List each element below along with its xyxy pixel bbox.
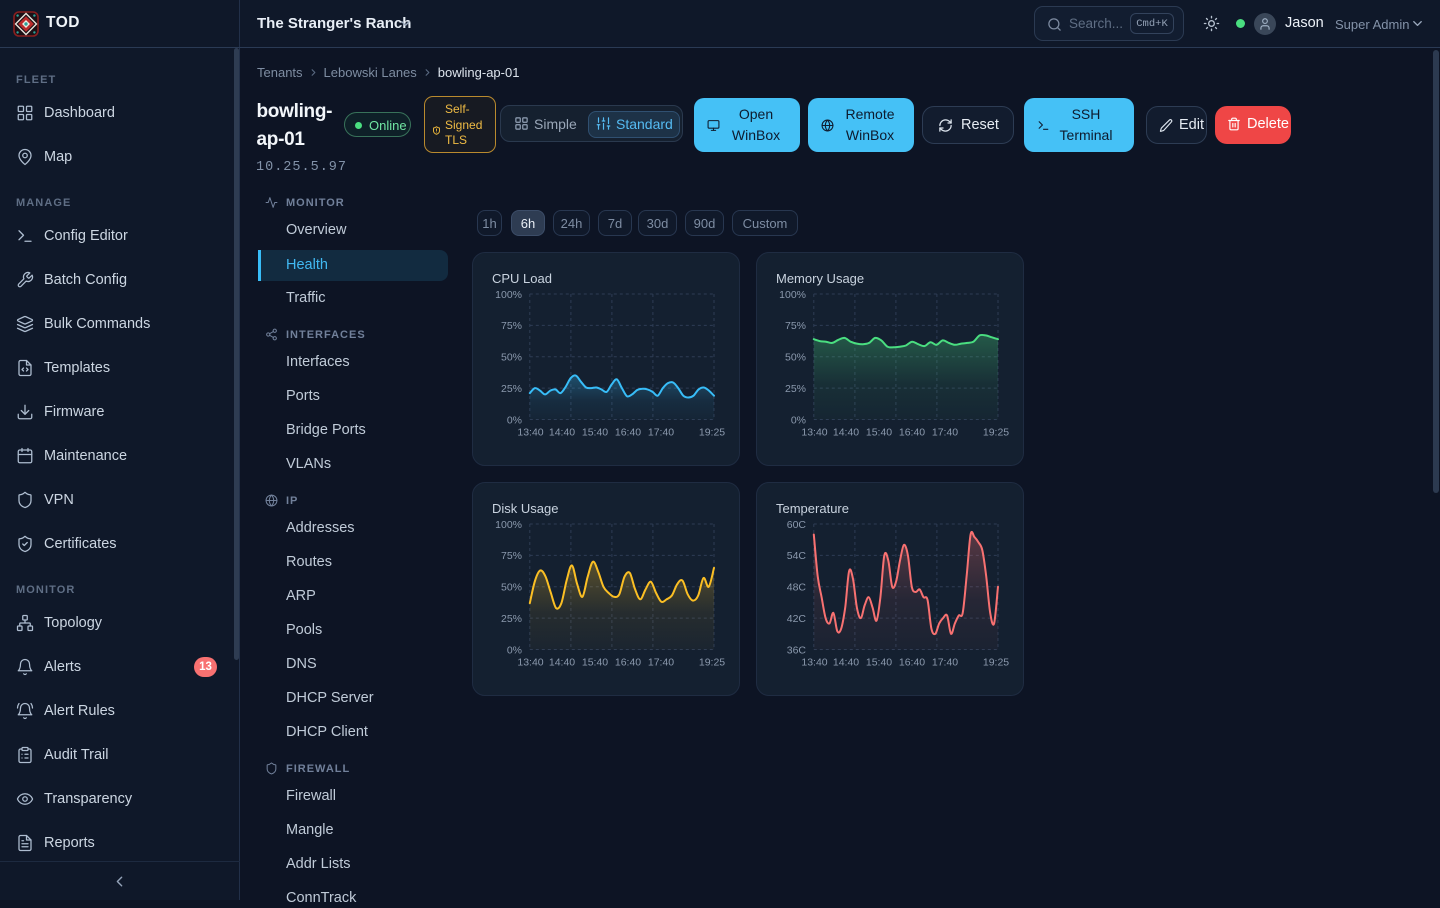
svg-text:36C: 36C [787,644,807,656]
svg-text:0%: 0% [507,414,522,426]
svg-text:25%: 25% [501,383,522,395]
svg-text:19:25: 19:25 [983,427,1009,439]
svg-text:Temperature: Temperature [776,501,849,516]
svg-text:14:40: 14:40 [833,427,859,439]
svg-text:13:40: 13:40 [801,657,827,669]
svg-text:19:25: 19:25 [699,427,725,439]
svg-text:15:40: 15:40 [582,657,608,669]
svg-text:16:40: 16:40 [615,427,641,439]
svg-text:75%: 75% [501,550,522,562]
svg-text:16:40: 16:40 [899,427,925,439]
svg-text:14:40: 14:40 [549,657,575,669]
svg-text:75%: 75% [501,320,522,332]
svg-text:15:40: 15:40 [866,657,892,669]
svg-text:75%: 75% [785,320,806,332]
svg-text:15:40: 15:40 [582,427,608,439]
svg-text:60C: 60C [787,519,807,531]
svg-text:0%: 0% [507,644,522,656]
svg-text:13:40: 13:40 [801,427,827,439]
svg-text:50%: 50% [501,352,522,364]
svg-text:14:40: 14:40 [549,427,575,439]
svg-text:25%: 25% [501,613,522,625]
svg-text:25%: 25% [785,383,806,395]
svg-text:13:40: 13:40 [517,427,543,439]
svg-text:CPU Load: CPU Load [492,271,552,286]
svg-text:14:40: 14:40 [833,657,859,669]
svg-text:16:40: 16:40 [615,657,641,669]
svg-text:100%: 100% [495,519,522,531]
svg-text:16:40: 16:40 [899,657,925,669]
svg-text:54C: 54C [787,550,807,562]
svg-text:Memory Usage: Memory Usage [776,271,864,286]
svg-text:100%: 100% [779,289,806,301]
svg-text:17:40: 17:40 [932,657,958,669]
svg-text:100%: 100% [495,289,522,301]
svg-text:0%: 0% [791,414,806,426]
svg-text:19:25: 19:25 [699,657,725,669]
svg-text:17:40: 17:40 [648,427,674,439]
svg-text:Disk Usage: Disk Usage [492,501,558,516]
svg-text:50%: 50% [501,582,522,594]
svg-text:15:40: 15:40 [866,427,892,439]
svg-text:19:25: 19:25 [983,657,1009,669]
svg-text:17:40: 17:40 [932,427,958,439]
svg-text:17:40: 17:40 [648,657,674,669]
svg-text:42C: 42C [787,613,807,625]
svg-text:48C: 48C [787,582,807,594]
svg-text:13:40: 13:40 [517,657,543,669]
svg-text:50%: 50% [785,352,806,364]
